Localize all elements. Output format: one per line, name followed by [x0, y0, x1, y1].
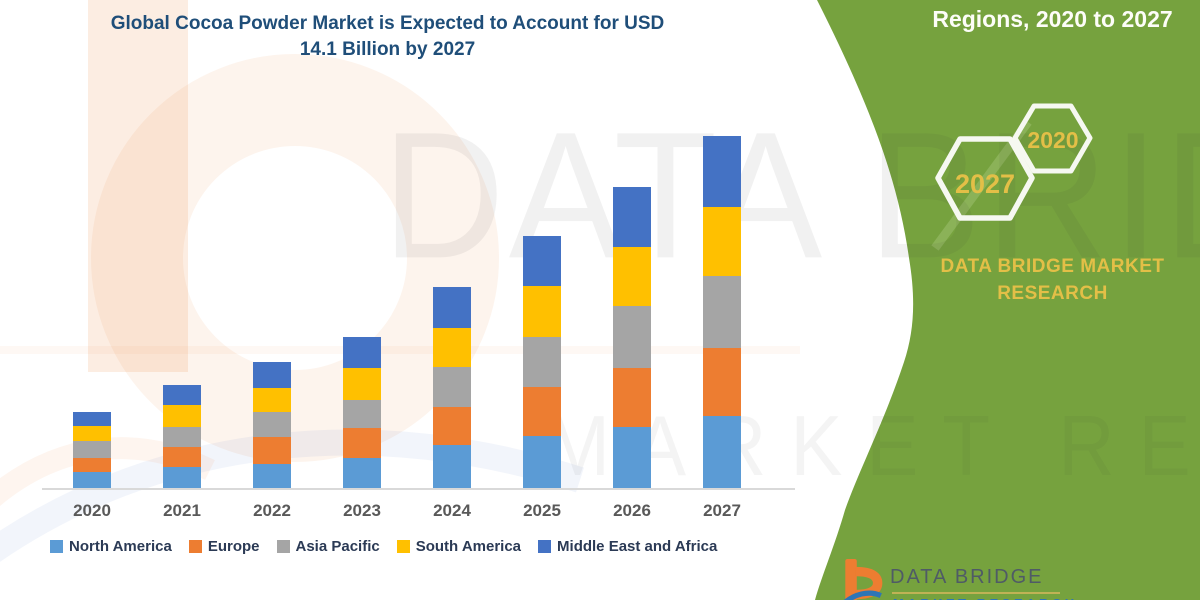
legend-swatch-icon — [538, 540, 552, 553]
bar-segment-north-america — [253, 463, 291, 488]
watermark-text-databridge: DATA BRIDGE — [382, 95, 1200, 297]
legend-item-asia-pacific: Asia Pacific — [276, 538, 380, 555]
hexagon-2020 — [1012, 103, 1093, 174]
legend-label: Middle East and Africa — [557, 538, 718, 555]
bar-segment-south-america — [613, 246, 651, 306]
hexagon-2027-label: 2027 — [955, 169, 1015, 199]
bar-segment-middle-east-and-africa — [703, 135, 741, 207]
bar-segment-asia-pacific — [523, 336, 561, 387]
legend-label: Europe — [207, 538, 260, 555]
footer-logo-b-icon — [843, 559, 883, 600]
bar-segment-europe — [703, 347, 741, 416]
legend-label: North America — [69, 538, 172, 555]
footer-logo-subline: MARKET RESEARCH — [893, 596, 1078, 600]
hexagon-2027 — [935, 136, 1035, 221]
bar-segment-south-america — [523, 285, 561, 337]
page-title-line1: Global Cocoa Powder Market is Expected t… — [110, 13, 665, 34]
bar-segment-europe — [253, 437, 291, 464]
x-axis-line — [42, 488, 795, 490]
bar-segment-middle-east-and-africa — [523, 236, 561, 286]
bar-segment-asia-pacific — [73, 440, 111, 458]
x-axis-label-2021: 2021 — [163, 501, 201, 520]
bar-segment-asia-pacific — [343, 399, 381, 428]
watermark-band — [0, 346, 800, 354]
bar-2024 — [433, 286, 471, 488]
bar-segment-north-america — [703, 416, 741, 488]
bar-segment-south-america — [703, 207, 741, 276]
panel-heading: Regions, 2020 to 2027 — [932, 6, 1173, 32]
bar-segment-north-america — [613, 426, 651, 488]
legend-swatch-icon — [50, 540, 63, 553]
green-panel-shape — [815, 0, 1200, 600]
bar-segment-south-america — [343, 368, 381, 400]
bar-segment-europe — [433, 406, 471, 445]
bar-segment-middle-east-and-africa — [73, 411, 111, 426]
x-axis-label-2026: 2026 — [613, 501, 651, 520]
x-axis-label-2027: 2027 — [703, 501, 741, 520]
watermark-text-marketresearch: MARKET RESEARCH — [545, 397, 1200, 494]
bar-segment-europe — [73, 458, 111, 472]
x-axis-label-2023: 2023 — [343, 501, 381, 520]
stacked-bar-chart: 2020 2021 2022 2023 2024 2025 2026 2027 — [42, 135, 795, 520]
bar-segment-middle-east-and-africa — [343, 337, 381, 368]
page-title: Global Cocoa Powder Market is Expected t… — [25, 11, 750, 63]
bar-segment-north-america — [433, 445, 471, 488]
bar-segment-europe — [613, 367, 651, 427]
hexagon-2020-label: 2020 — [1027, 127, 1078, 153]
brand-text: DATA BRIDGE MARKET RESEARCH — [940, 256, 1165, 304]
bar-segment-south-america — [253, 388, 291, 413]
bar-2021 — [163, 384, 201, 488]
bar-segment-middle-east-and-africa — [253, 362, 291, 388]
legend-label: Asia Pacific — [295, 538, 380, 555]
bar-segment-north-america — [343, 458, 381, 488]
legend-label: South America — [415, 538, 522, 555]
footer-logo: DATA BRIDGE MARKET RESEARCH — [838, 556, 1138, 600]
legend-swatch-icon — [188, 540, 202, 553]
x-axis-label-2020: 2020 — [73, 501, 111, 520]
bar-2023 — [343, 337, 381, 488]
bar-segment-asia-pacific — [433, 366, 471, 407]
legend-item-south-america: South America — [396, 538, 522, 555]
bar-segment-europe — [163, 447, 201, 467]
legend-item-north-america: North America — [50, 538, 172, 555]
chart-legend: North America Europe Asia Pacific South Ame… — [50, 538, 717, 555]
bar-segment-asia-pacific — [163, 426, 201, 447]
bar-2026 — [613, 187, 651, 488]
x-axis-label-2024: 2024 — [433, 501, 471, 520]
bar-segment-north-america — [73, 472, 111, 488]
x-axis-label-2025: 2025 — [523, 501, 561, 520]
bar-segment-europe — [523, 386, 561, 436]
watermark-b-stem — [88, 0, 188, 372]
bar-segment-asia-pacific — [703, 276, 741, 348]
watermark-b-bowl — [91, 54, 499, 462]
bar-segment-north-america — [523, 435, 561, 488]
bar-segment-middle-east-and-africa — [613, 187, 651, 247]
bar-segment-north-america — [163, 467, 201, 488]
bar-2027 — [703, 135, 741, 488]
legend-item-middle-east-and-africa: Middle East and Africa — [538, 538, 717, 555]
legend-item-europe: Europe — [188, 538, 260, 555]
bar-2022 — [253, 362, 291, 488]
bar-2020 — [73, 411, 111, 488]
bar-segment-asia-pacific — [613, 306, 651, 368]
footer-logo-rule — [892, 592, 1060, 594]
bar-segment-south-america — [433, 327, 471, 367]
bar-segment-south-america — [163, 404, 201, 427]
bar-segment-middle-east-and-africa — [163, 384, 201, 405]
legend-swatch-icon — [396, 540, 410, 553]
x-axis-label-2022: 2022 — [253, 501, 291, 520]
bar-segment-europe — [343, 428, 381, 458]
bar-segment-middle-east-and-africa — [433, 286, 471, 328]
legend-swatch-icon — [276, 540, 290, 553]
bar-segment-asia-pacific — [253, 412, 291, 438]
page-title-line2: 14.1 Billion by 2027 — [299, 39, 476, 60]
bar-2025 — [523, 236, 561, 488]
bar-segment-south-america — [73, 425, 111, 441]
footer-logo-name: DATA BRIDGE — [890, 566, 1044, 588]
